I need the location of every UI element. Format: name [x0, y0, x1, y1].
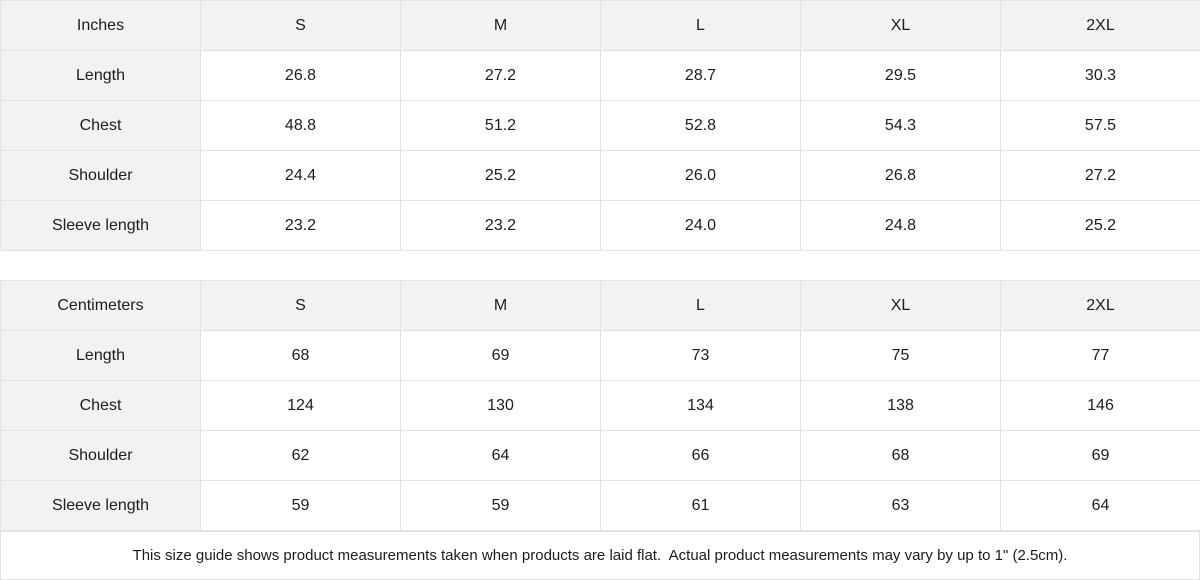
table-body-centimeters: Length 68 69 73 75 77 Chest 124 130 134 … — [0, 330, 1200, 532]
cell-sleeve-length-2xl: 25.2 — [1000, 200, 1200, 251]
cell-sleeve-length-s: 23.2 — [200, 200, 401, 251]
table-row: Shoulder 24.4 25.2 26.0 26.8 27.2 — [0, 150, 1200, 201]
cell-shoulder-xl: 68 — [800, 430, 1001, 482]
table-row: Length 68 69 73 75 77 — [0, 330, 1200, 382]
table-separator — [0, 251, 1200, 281]
cell-length-m: 27.2 — [400, 50, 601, 101]
row-label-sleeve-length: Sleeve length — [0, 200, 201, 251]
table-row: Shoulder 62 64 66 68 69 — [0, 430, 1200, 482]
unit-header-centimeters: Centimeters — [0, 280, 201, 332]
cell-shoulder-l: 26.0 — [600, 150, 801, 201]
cell-sleeve-length-xl: 63 — [800, 480, 1001, 532]
cell-length-s: 26.8 — [200, 50, 401, 101]
column-header-s: S — [200, 280, 401, 332]
cell-length-xl: 75 — [800, 330, 1001, 382]
table-head-centimeters: Centimeters S M L XL 2XL — [0, 280, 1200, 332]
table-row: Sleeve length 23.2 23.2 24.0 24.8 25.2 — [0, 200, 1200, 251]
cell-length-xl: 29.5 — [800, 50, 1001, 101]
column-header-m: M — [400, 280, 601, 332]
cell-sleeve-length-l: 24.0 — [600, 200, 801, 251]
column-header-l: L — [600, 0, 801, 51]
column-header-2xl: 2XL — [1000, 0, 1200, 51]
size-guide-disclaimer: This size guide shows product measuremen… — [0, 531, 1200, 580]
cell-sleeve-length-s: 59 — [200, 480, 401, 532]
cell-shoulder-2xl: 27.2 — [1000, 150, 1200, 201]
cell-shoulder-s: 62 — [200, 430, 401, 482]
cell-chest-xl: 138 — [800, 380, 1001, 432]
cell-shoulder-m: 64 — [400, 430, 601, 482]
cell-chest-2xl: 146 — [1000, 380, 1200, 432]
cell-length-l: 73 — [600, 330, 801, 382]
cell-sleeve-length-2xl: 64 — [1000, 480, 1200, 532]
cell-chest-s: 48.8 — [200, 100, 401, 151]
cell-chest-s: 124 — [200, 380, 401, 432]
size-table-centimeters: Centimeters S M L XL 2XL Length 68 69 73… — [0, 280, 1200, 532]
table-row: Chest 48.8 51.2 52.8 54.3 57.5 — [0, 100, 1200, 151]
column-header-xl: XL — [800, 280, 1001, 332]
table-header-row: Inches S M L XL 2XL — [0, 0, 1200, 51]
row-label-length: Length — [0, 50, 201, 101]
cell-chest-xl: 54.3 — [800, 100, 1001, 151]
cell-chest-l: 52.8 — [600, 100, 801, 151]
size-table-inches: Inches S M L XL 2XL Length 26.8 27.2 28.… — [0, 0, 1200, 251]
row-label-chest: Chest — [0, 100, 201, 151]
cell-length-l: 28.7 — [600, 50, 801, 101]
row-label-shoulder: Shoulder — [0, 430, 201, 482]
cell-chest-m: 130 — [400, 380, 601, 432]
table-row: Chest 124 130 134 138 146 — [0, 380, 1200, 432]
row-label-shoulder: Shoulder — [0, 150, 201, 201]
table-row: Length 26.8 27.2 28.7 29.5 30.3 — [0, 50, 1200, 101]
cell-chest-m: 51.2 — [400, 100, 601, 151]
cell-length-m: 69 — [400, 330, 601, 382]
cell-length-2xl: 30.3 — [1000, 50, 1200, 101]
column-header-l: L — [600, 280, 801, 332]
cell-shoulder-xl: 26.8 — [800, 150, 1001, 201]
table-row: Sleeve length 59 59 61 63 64 — [0, 480, 1200, 532]
row-label-chest: Chest — [0, 380, 201, 432]
table-header-row: Centimeters S M L XL 2XL — [0, 280, 1200, 332]
cell-sleeve-length-l: 61 — [600, 480, 801, 532]
unit-header-inches: Inches — [0, 0, 201, 51]
cell-chest-l: 134 — [600, 380, 801, 432]
column-header-xl: XL — [800, 0, 1001, 51]
row-label-sleeve-length: Sleeve length — [0, 480, 201, 532]
cell-shoulder-s: 24.4 — [200, 150, 401, 201]
cell-shoulder-2xl: 69 — [1000, 430, 1200, 482]
cell-length-s: 68 — [200, 330, 401, 382]
row-label-length: Length — [0, 330, 201, 382]
cell-length-2xl: 77 — [1000, 330, 1200, 382]
cell-shoulder-l: 66 — [600, 430, 801, 482]
cell-shoulder-m: 25.2 — [400, 150, 601, 201]
column-header-s: S — [200, 0, 401, 51]
cell-sleeve-length-m: 23.2 — [400, 200, 601, 251]
column-header-2xl: 2XL — [1000, 280, 1200, 332]
table-body-inches: Length 26.8 27.2 28.7 29.5 30.3 Chest 48… — [0, 50, 1200, 251]
cell-sleeve-length-xl: 24.8 — [800, 200, 1001, 251]
cell-chest-2xl: 57.5 — [1000, 100, 1200, 151]
cell-sleeve-length-m: 59 — [400, 480, 601, 532]
table-head-inches: Inches S M L XL 2XL — [0, 0, 1200, 51]
column-header-m: M — [400, 0, 601, 51]
